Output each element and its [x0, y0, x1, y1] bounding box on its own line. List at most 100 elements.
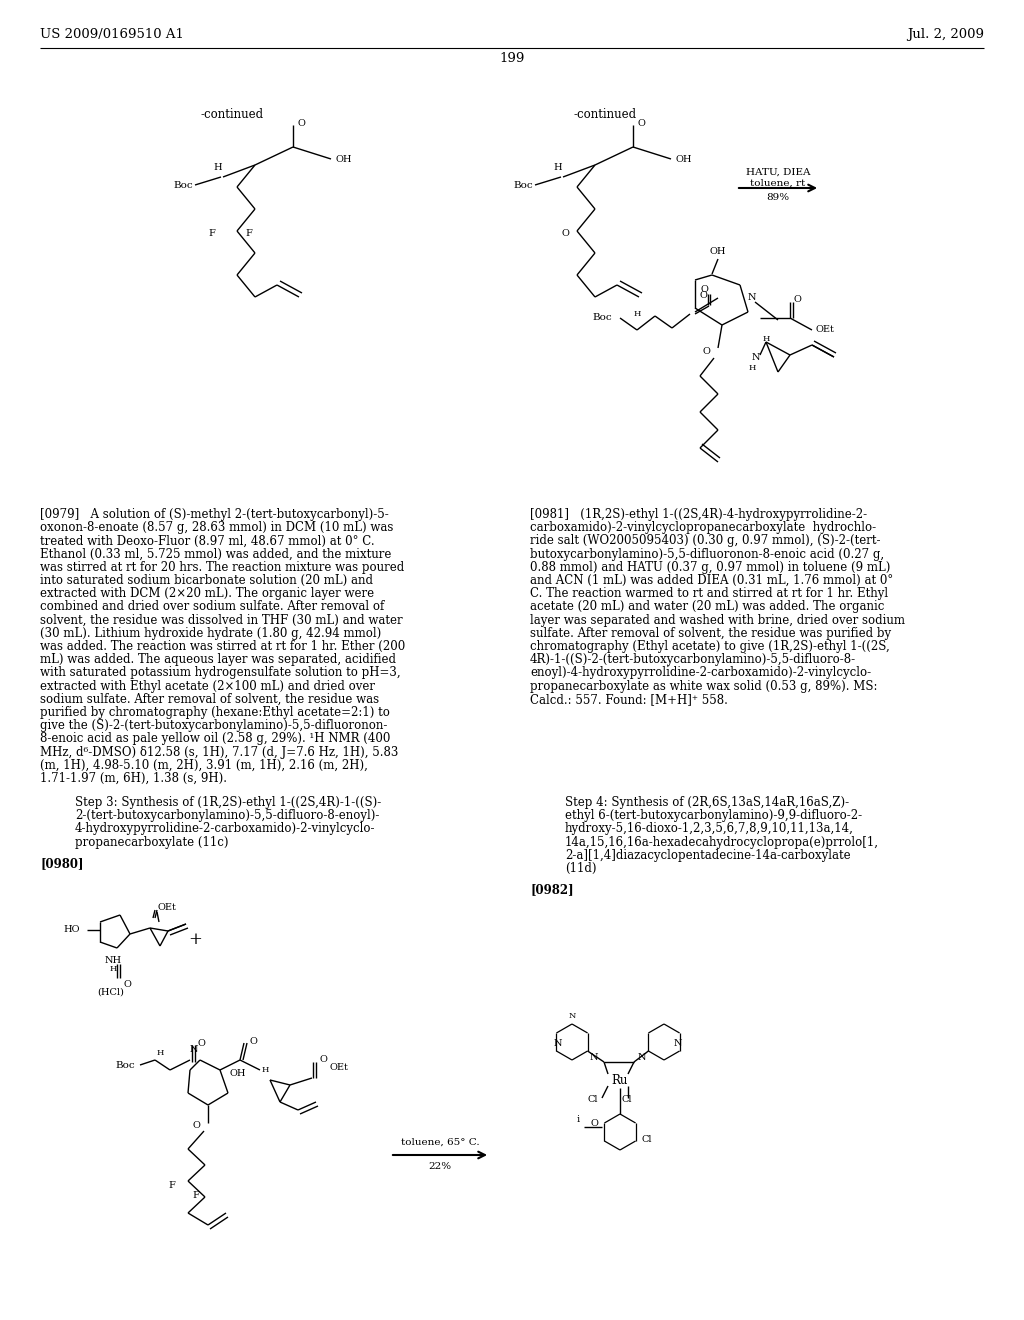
Text: into saturated sodium bicarbonate solution (20 mL) and: into saturated sodium bicarbonate soluti… — [40, 574, 373, 587]
Text: [0979]   A solution of (S)-methyl 2-(tert-butoxycarbonyl)-5-: [0979] A solution of (S)-methyl 2-(tert-… — [40, 508, 389, 521]
Text: 4R)-1-((S)-2-(tert-butoxycarbonylamino)-5,5-difluoro-8-: 4R)-1-((S)-2-(tert-butoxycarbonylamino)-… — [530, 653, 856, 667]
Text: N: N — [752, 354, 760, 363]
Text: Boc: Boc — [513, 181, 534, 190]
Text: hydroxy-5,16-dioxo-1,2,3,5,6,7,8,9,10,11,13a,14,: hydroxy-5,16-dioxo-1,2,3,5,6,7,8,9,10,11… — [565, 822, 854, 836]
Text: O: O — [198, 1039, 206, 1048]
Text: H: H — [633, 310, 641, 318]
Text: toluene, 65° C.: toluene, 65° C. — [400, 1138, 479, 1147]
Text: (HCl): (HCl) — [97, 987, 124, 997]
Text: OH: OH — [230, 1068, 247, 1077]
Text: 8-enoic acid as pale yellow oil (2.58 g, 29%). ¹H NMR (400: 8-enoic acid as pale yellow oil (2.58 g,… — [40, 733, 390, 746]
Text: C. The reaction warmed to rt and stirred at rt for 1 hr. Ethyl: C. The reaction warmed to rt and stirred… — [530, 587, 888, 601]
Text: O: O — [700, 285, 708, 294]
Text: OH: OH — [710, 248, 726, 256]
Text: O: O — [297, 119, 305, 128]
Text: propanecarboxylate (11c): propanecarboxylate (11c) — [75, 836, 228, 849]
Text: O: O — [123, 979, 131, 989]
Text: N: N — [590, 1053, 598, 1063]
Text: extracted with DCM (2×20 mL). The organic layer were: extracted with DCM (2×20 mL). The organi… — [40, 587, 374, 601]
Text: +: + — [188, 932, 202, 949]
Text: 2-a][1,4]diazacyclopentadecine-14a-carboxylate: 2-a][1,4]diazacyclopentadecine-14a-carbo… — [565, 849, 851, 862]
Text: Boc: Boc — [116, 1060, 135, 1069]
Text: O: O — [561, 228, 569, 238]
Text: 4-hydroxypyrrolidine-2-carboxamido)-2-vinylcyclo-: 4-hydroxypyrrolidine-2-carboxamido)-2-vi… — [75, 822, 376, 836]
Text: OEt: OEt — [330, 1064, 349, 1072]
Text: US 2009/0169510 A1: US 2009/0169510 A1 — [40, 28, 184, 41]
Text: F: F — [193, 1191, 199, 1200]
Text: 199: 199 — [500, 51, 524, 65]
Text: 22%: 22% — [428, 1162, 452, 1171]
Text: MHz, d⁶-DMSO) δ12.58 (s, 1H), 7.17 (d, J=7.6 Hz, 1H), 5.83: MHz, d⁶-DMSO) δ12.58 (s, 1H), 7.17 (d, J… — [40, 746, 398, 759]
Text: N: N — [674, 1040, 683, 1048]
Text: carboxamido)-2-vinylcyclopropanecarboxylate  hydrochlo-: carboxamido)-2-vinylcyclopropanecarboxyl… — [530, 521, 877, 535]
Text: oxonon-8-enoate (8.57 g, 28.63 mmol) in DCM (10 mL) was: oxonon-8-enoate (8.57 g, 28.63 mmol) in … — [40, 521, 393, 535]
Text: Ru: Ru — [611, 1073, 628, 1086]
Text: F: F — [245, 228, 252, 238]
Text: Boc: Boc — [173, 181, 193, 190]
Text: H: H — [157, 1049, 164, 1057]
Text: 2-(tert-butoxycarbonylamino)-5,5-difluoro-8-enoyl)-: 2-(tert-butoxycarbonylamino)-5,5-difluor… — [75, 809, 379, 822]
Text: F: F — [208, 228, 215, 238]
Text: H: H — [110, 965, 117, 973]
Text: mL) was added. The aqueous layer was separated, acidified: mL) was added. The aqueous layer was sep… — [40, 653, 396, 667]
Text: [0982]: [0982] — [530, 883, 573, 896]
Text: propanecarboxylate as white wax solid (0.53 g, 89%). MS:: propanecarboxylate as white wax solid (0… — [530, 680, 878, 693]
Text: Cl: Cl — [642, 1135, 652, 1144]
Text: sodium sulfate. After removal of solvent, the residue was: sodium sulfate. After removal of solvent… — [40, 693, 379, 706]
Text: was added. The reaction was stirred at rt for 1 hr. Ether (200: was added. The reaction was stirred at r… — [40, 640, 406, 653]
Text: (30 mL). Lithium hydroxide hydrate (1.80 g, 42.94 mmol): (30 mL). Lithium hydroxide hydrate (1.80… — [40, 627, 381, 640]
Text: ride salt (WO2005095403) (0.30 g, 0.97 mmol), (S)-2-(tert-: ride salt (WO2005095403) (0.30 g, 0.97 m… — [530, 535, 881, 548]
Text: butoxycarbonylamino)-5,5-difluoronon-8-enoic acid (0.27 g,: butoxycarbonylamino)-5,5-difluoronon-8-e… — [530, 548, 884, 561]
Text: Cl: Cl — [622, 1096, 633, 1105]
Text: O: O — [590, 1119, 598, 1129]
Text: Calcd.: 557. Found: [M+H]⁺ 558.: Calcd.: 557. Found: [M+H]⁺ 558. — [530, 693, 728, 706]
Text: -continued: -continued — [573, 108, 637, 121]
Text: and ACN (1 mL) was added DIEA (0.31 mL, 1.76 mmol) at 0°: and ACN (1 mL) was added DIEA (0.31 mL, … — [530, 574, 893, 587]
Text: O: O — [637, 119, 645, 128]
Text: Step 3: Synthesis of (1R,2S)-ethyl 1-((2S,4R)-1-((S)-: Step 3: Synthesis of (1R,2S)-ethyl 1-((2… — [75, 796, 381, 809]
Text: O: O — [702, 347, 710, 356]
Text: OEt: OEt — [816, 326, 835, 334]
Text: sulfate. After removal of solvent, the residue was purified by: sulfate. After removal of solvent, the r… — [530, 627, 891, 640]
Text: HO: HO — [63, 925, 80, 935]
Text: O: O — [319, 1056, 328, 1064]
Text: N: N — [554, 1040, 562, 1048]
Text: 1.71-1.97 (m, 6H), 1.38 (s, 9H).: 1.71-1.97 (m, 6H), 1.38 (s, 9H). — [40, 772, 227, 785]
Text: H: H — [554, 162, 562, 172]
Text: N: N — [189, 1045, 198, 1055]
Text: F: F — [168, 1180, 175, 1189]
Text: give the (S)-2-(tert-butoxycarbonylamino)-5,5-difluoronon-: give the (S)-2-(tert-butoxycarbonylamino… — [40, 719, 387, 733]
Text: purified by chromatography (hexane:Ethyl acetate=2:1) to: purified by chromatography (hexane:Ethyl… — [40, 706, 390, 719]
Text: O: O — [794, 296, 802, 305]
Text: combined and dried over sodium sulfate. After removal of: combined and dried over sodium sulfate. … — [40, 601, 384, 614]
Text: H: H — [762, 335, 770, 343]
Text: chromatography (Ethyl acetate) to give (1R,2S)-ethyl 1-((2S,: chromatography (Ethyl acetate) to give (… — [530, 640, 890, 653]
Text: OEt: OEt — [157, 903, 176, 912]
Text: O: O — [699, 290, 707, 300]
Text: OH: OH — [675, 154, 691, 164]
Text: Ethanol (0.33 ml, 5.725 mmol) was added, and the mixture: Ethanol (0.33 ml, 5.725 mmol) was added,… — [40, 548, 391, 561]
Text: Jul. 2, 2009: Jul. 2, 2009 — [907, 28, 984, 41]
Text: [0981]   (1R,2S)-ethyl 1-((2S,4R)-4-hydroxypyrrolidine-2-: [0981] (1R,2S)-ethyl 1-((2S,4R)-4-hydrox… — [530, 508, 867, 521]
Text: 89%: 89% — [766, 193, 790, 202]
Text: N: N — [568, 1012, 575, 1020]
Text: OH: OH — [335, 154, 351, 164]
Text: Boc: Boc — [592, 314, 612, 322]
Text: Step 4: Synthesis of (2R,6S,13aS,14aR,16aS,Z)-: Step 4: Synthesis of (2R,6S,13aS,14aR,16… — [565, 796, 849, 809]
Text: layer was separated and washed with brine, dried over sodium: layer was separated and washed with brin… — [530, 614, 905, 627]
Text: [0980]: [0980] — [40, 857, 84, 870]
Text: (m, 1H), 4.98-5.10 (m, 2H), 3.91 (m, 1H), 2.16 (m, 2H),: (m, 1H), 4.98-5.10 (m, 2H), 3.91 (m, 1H)… — [40, 759, 368, 772]
Text: toluene, rt: toluene, rt — [751, 180, 806, 187]
Text: H: H — [214, 162, 222, 172]
Text: ethyl 6-(tert-butoxycarbonylamino)-9,9-difluoro-2-: ethyl 6-(tert-butoxycarbonylamino)-9,9-d… — [565, 809, 862, 822]
Text: O: O — [250, 1036, 258, 1045]
Text: O: O — [193, 1121, 200, 1130]
Text: NH: NH — [104, 956, 122, 965]
Text: 0.88 mmol) and HATU (0.37 g, 0.97 mmol) in toluene (9 mL): 0.88 mmol) and HATU (0.37 g, 0.97 mmol) … — [530, 561, 891, 574]
Text: H: H — [262, 1067, 269, 1074]
Text: HATU, DIEA: HATU, DIEA — [745, 168, 810, 177]
Text: acetate (20 mL) and water (20 mL) was added. The organic: acetate (20 mL) and water (20 mL) was ad… — [530, 601, 885, 614]
Text: -continued: -continued — [201, 108, 263, 121]
Text: Cl: Cl — [588, 1096, 598, 1105]
Text: N: N — [748, 293, 757, 301]
